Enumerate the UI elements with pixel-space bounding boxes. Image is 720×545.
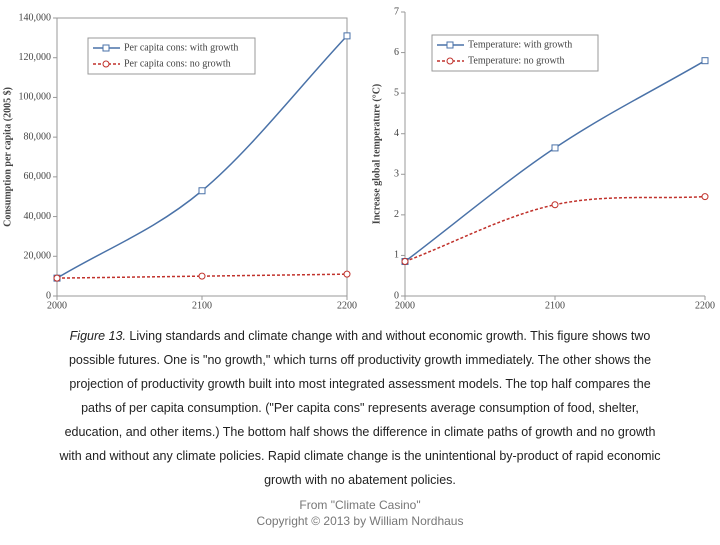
point-marker xyxy=(401,258,409,266)
legend-label: Temperature: no growth xyxy=(468,55,565,66)
y-tick-label: 4 xyxy=(394,128,399,139)
y-tick-label: 140,000 xyxy=(19,12,52,23)
caption-line: with and without any climate policies. R… xyxy=(58,449,660,463)
caption-label: Figure 13. xyxy=(70,329,126,343)
x-tick-label: 2000 xyxy=(47,300,67,311)
y-tick-label: 1 xyxy=(394,250,399,261)
caption-line: possible futures. One is "no growth," wh… xyxy=(69,353,651,367)
legend-marker xyxy=(102,60,110,68)
x-tick-label: 2000 xyxy=(395,300,415,311)
point-marker xyxy=(343,270,351,278)
caption-text: Living standards and climate change with… xyxy=(126,329,650,343)
caption-line: paths of per capita consumption. ("Per c… xyxy=(81,401,639,415)
footer-line: From "Climate Casino" xyxy=(299,498,420,512)
legend-label: Per capita cons: no growth xyxy=(124,58,231,69)
caption-text: possible futures. One is "no growth," wh… xyxy=(69,353,651,367)
point-marker xyxy=(198,272,206,280)
caption-line: projection of productivity growth built … xyxy=(69,377,650,391)
legend-box xyxy=(87,37,256,75)
series-line xyxy=(404,60,706,263)
x-tick-label: 2200 xyxy=(337,300,357,311)
caption-text: paths of per capita consumption. ("Per c… xyxy=(81,401,639,415)
caption-line: growth with no abatement policies. xyxy=(264,473,456,487)
legend-label: Per capita cons: with growth xyxy=(124,42,238,53)
x-tick-label: 2100 xyxy=(545,300,565,311)
y-tick-label: 3 xyxy=(394,169,399,180)
y-tick-label: 0 xyxy=(394,290,399,301)
point-marker xyxy=(198,187,206,195)
y-tick-label: 40,000 xyxy=(24,211,52,222)
x-tick-label: 2100 xyxy=(192,300,212,311)
y-tick-label: 0 xyxy=(46,290,51,301)
legend-marker xyxy=(446,41,454,49)
caption-text: education, and other items.) The bottom … xyxy=(65,425,656,439)
y-tick-label: 80,000 xyxy=(24,131,52,142)
y-axis-title: Consumption per capita (2005 $) xyxy=(2,87,13,227)
caption-text: projection of productivity growth built … xyxy=(69,377,650,391)
point-marker xyxy=(343,32,351,40)
y-tick-label: 120,000 xyxy=(19,52,52,63)
legend-marker xyxy=(102,44,110,52)
y-tick-label: 100,000 xyxy=(19,92,52,103)
y-tick-label: 2 xyxy=(394,209,399,220)
footer-line: Copyright © 2013 by William Nordhaus xyxy=(257,514,464,528)
y-tick-label: 20,000 xyxy=(24,251,52,262)
caption-line: Figure 13. Living standards and climate … xyxy=(70,329,651,343)
y-tick-label: 60,000 xyxy=(24,171,52,182)
legend-marker xyxy=(446,57,454,65)
y-tick-label: 5 xyxy=(394,87,399,98)
legend-box xyxy=(431,34,599,72)
caption-line: education, and other items.) The bottom … xyxy=(65,425,656,439)
y-tick-label: 6 xyxy=(394,47,399,58)
point-marker xyxy=(53,274,61,282)
legend-label: Temperature: with growth xyxy=(468,39,572,50)
point-marker xyxy=(551,201,559,209)
caption-text: with and without any climate policies. R… xyxy=(58,449,660,463)
y-tick-label: 7 xyxy=(394,6,399,17)
point-marker xyxy=(701,193,709,201)
x-tick-label: 2200 xyxy=(695,300,715,311)
point-marker xyxy=(701,57,709,65)
caption-text: growth with no abatement policies. xyxy=(264,473,456,487)
y-axis-title: Increase global temperature (°C) xyxy=(371,84,382,225)
point-marker xyxy=(551,144,559,152)
